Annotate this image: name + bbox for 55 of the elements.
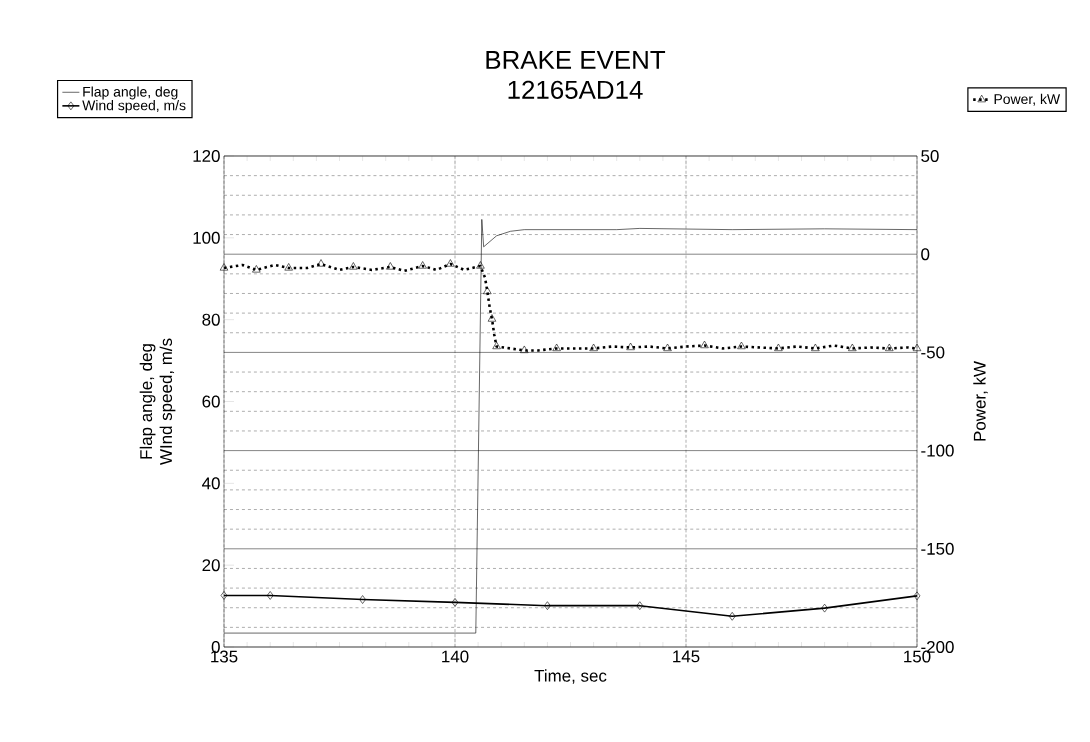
point [700, 340, 709, 349]
point [728, 612, 736, 621]
point [483, 286, 492, 295]
point [774, 343, 783, 352]
y-tick-label: 40 [202, 477, 220, 490]
chart-subtitle: 12165AD14 [508, 80, 643, 99]
point [544, 601, 551, 610]
x-tick-label: 145 [673, 650, 700, 663]
y2-tick-label: 50 [921, 150, 939, 162]
point [885, 343, 894, 352]
point [386, 262, 395, 270]
point [487, 314, 497, 322]
point [737, 341, 746, 350]
point [266, 591, 274, 600]
y-tick-label: 80 [202, 313, 220, 326]
text: WInd speed, m/s [159, 338, 176, 465]
y2-axis-title: Power, kW [973, 361, 988, 441]
point [589, 343, 598, 352]
y-tick-label: 20 [202, 559, 220, 572]
point [349, 262, 358, 270]
legend-label: Power, kW [994, 93, 1061, 106]
point [552, 343, 561, 352]
point [316, 259, 326, 267]
point [284, 263, 293, 271]
y-tick-label: 60 [202, 395, 220, 408]
point [912, 343, 922, 352]
point [359, 595, 366, 604]
point [811, 343, 820, 352]
y-tick-label: 100 [193, 231, 220, 244]
point [520, 345, 529, 353]
x-axis-title: Time, sec [534, 669, 607, 684]
chart-title: BRAKE EVENT [486, 51, 666, 69]
point [663, 343, 672, 352]
point [821, 603, 828, 613]
y-tick-label: 120 [193, 149, 220, 162]
point [476, 261, 485, 269]
x-tick-label: 140 [442, 650, 469, 663]
y2-tick-label: -50 [921, 346, 945, 359]
point [446, 259, 455, 267]
point [636, 601, 644, 610]
point [626, 342, 635, 351]
point [848, 343, 857, 352]
text: Flap angle, deg [139, 344, 156, 459]
point [492, 341, 501, 350]
point [913, 591, 921, 601]
point [418, 261, 427, 269]
point [219, 263, 229, 271]
point [220, 591, 228, 600]
point [252, 265, 261, 273]
legend-label: Flap angle, deg [83, 86, 178, 100]
y2-tick-label: -100 [921, 444, 954, 457]
legend-label: Wind speed, m/s [82, 100, 186, 114]
y2-tick-label: 0 [921, 248, 930, 261]
point [451, 598, 459, 607]
y2-tick-label: -150 [921, 542, 954, 555]
